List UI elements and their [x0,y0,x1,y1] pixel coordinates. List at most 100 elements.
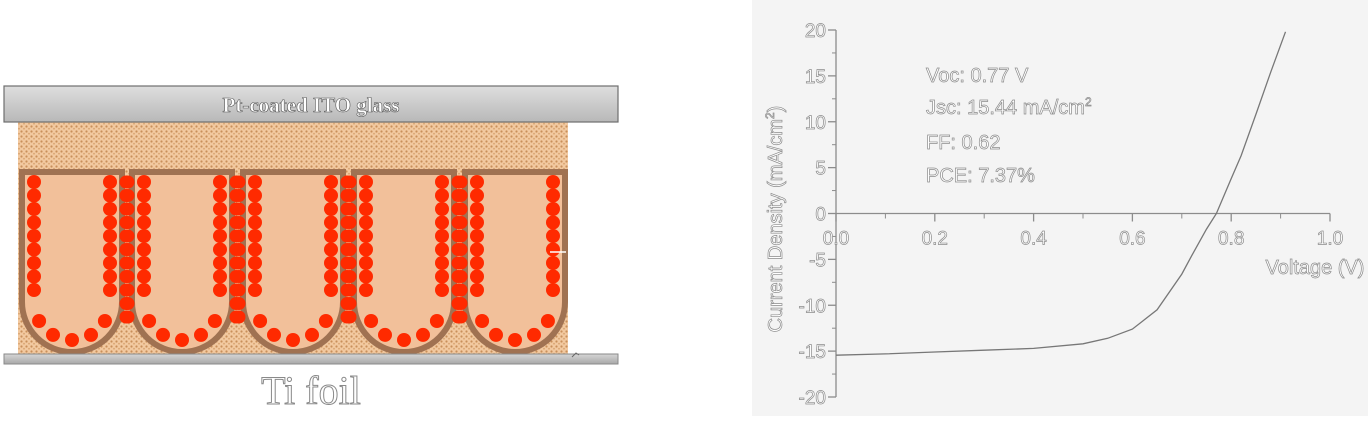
nanoparticle [175,333,189,347]
nanoparticle [27,202,41,216]
nanoparticle [470,283,484,297]
ff-annotation: FF: 0.62 [926,132,1000,154]
nanoparticle [359,215,373,230]
nanoparticle [232,243,246,256]
nanoparticle [248,215,262,230]
nanoparticle [359,256,373,270]
nanoparticle [232,189,246,202]
device-schematic: Pt-coated ITO glass Ti foil [0,0,640,416]
nanoparticle [364,314,379,328]
nanoparticle [343,189,357,202]
x-axis-title: Voltage (V) [1266,257,1365,279]
nanoparticle [546,229,560,243]
nanoparticle [137,202,151,216]
nanoparticle [470,215,484,230]
nanoparticle [489,327,503,342]
nanoparticle [121,189,135,202]
nanoparticle [213,256,227,270]
x-tick-label: 0.8 [1218,229,1244,250]
nanoparticle [232,256,246,270]
nanoparticle [121,283,135,297]
nanoparticle [103,256,117,270]
nanoparticle [454,270,468,283]
nanoparticle [213,229,227,243]
nanoparticle [103,242,117,257]
nanoparticle [359,202,373,216]
nanoparticle [213,283,227,297]
nanoparticle [470,256,484,270]
nanoparticle [232,310,246,324]
nanoparticle [343,202,357,216]
nanoparticle [267,327,281,342]
nanoparticle [324,175,338,189]
jv-chart-panel: -20 -15 -10 -5 0 5 10 15 20 0.0 0.2 0.4 0.6 0.8 1.0 Vo… [752,0,1368,416]
voc-annotation: Voc: 0.77 V [926,65,1029,87]
jsc-annotation: Jsc: 15.44 mA/cm2 [926,95,1092,119]
tick-mark-icon [571,352,580,358]
nanoparticle [137,215,151,230]
nanoparticle [27,229,41,243]
nanoparticle [435,229,449,243]
nanoparticle [137,283,151,297]
ti-foil [3,353,619,365]
nanoparticle [324,215,338,230]
ito-glass-label: Pt-coated ITO glass [223,93,400,117]
nanoparticle [470,242,484,257]
nanoparticle [475,314,490,328]
nanoparticle [359,188,373,203]
nanoparticle [546,175,560,189]
nanoparticle [546,269,560,284]
nanoparticle [454,297,468,310]
nanoparticle [137,175,151,189]
nanoparticle [454,256,468,270]
nanoparticle [84,327,98,342]
nanoparticle [27,175,41,189]
nanoparticle [343,229,357,243]
nanoparticle [142,314,157,328]
nanoparticle [248,269,262,284]
y-tick-label: 15 [805,67,826,88]
x-tick-label: 0.0 [823,229,849,250]
nanoparticle [121,216,135,229]
nanoparticle [248,202,262,216]
nanoparticle [435,283,449,297]
nanoparticle [65,333,79,347]
nanoparticle [343,175,357,189]
nanoparticle [454,229,468,243]
y-tick-label: -20 [799,388,826,409]
nanoparticle [359,242,373,257]
nanoparticle [435,269,449,284]
nanoparticle [508,333,522,347]
jv-curve [835,31,1287,356]
nanoparticle [546,256,560,270]
nanoparticle [470,188,484,203]
nanoparticle [454,243,468,256]
nanoparticle [121,243,135,256]
nanoparticle [232,283,246,297]
nanoparticle [343,297,357,310]
nanoparticle [435,202,449,216]
nanoparticle [103,269,117,284]
nanoparticle [397,333,411,347]
nanoparticle [121,229,135,243]
nanoparticle [213,175,227,189]
x-tick-label: 0.6 [1119,229,1145,250]
nanoparticle [248,283,262,297]
y-tick-label: 10 [805,113,826,134]
nanoparticle [46,327,60,342]
nanoparticle [343,216,357,229]
y-tick-label: -15 [799,342,826,363]
nanoparticle [454,202,468,216]
nanoparticle [318,314,333,328]
nanoparticle [27,242,41,257]
nanoparticle [232,202,246,216]
nanoparticle [435,175,449,189]
nanoparticle [470,229,484,243]
y-tick-label: 0 [815,205,826,226]
schematic-svg: Pt-coated ITO glass Ti foil [3,85,619,414]
nanoparticle [324,229,338,243]
nanoparticle [324,188,338,203]
nanoparticle [253,314,268,328]
nanoparticle [232,216,246,229]
x-tick-label: 0.4 [1020,229,1047,250]
